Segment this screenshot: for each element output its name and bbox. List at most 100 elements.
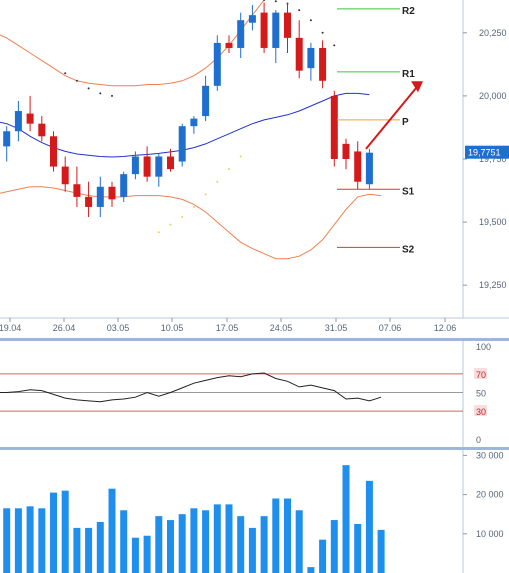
volume-bar — [365, 480, 373, 573]
volume-bar — [14, 508, 22, 573]
forecast-arrow — [365, 82, 421, 150]
sar-dot — [87, 87, 90, 90]
volume-bar — [237, 516, 245, 573]
candle-body — [260, 12, 268, 48]
volume-bar — [319, 539, 327, 573]
sar-dot — [298, 9, 301, 12]
sar-dot — [239, 155, 242, 158]
pivot-label: R1 — [402, 69, 415, 80]
candle-body — [307, 47, 315, 69]
panel-divider[interactable] — [0, 338, 509, 341]
volume-bar — [96, 522, 104, 573]
volume-bar — [26, 506, 34, 573]
volume-chart: 30 000 20 000 10 000 — [3, 450, 504, 573]
level-tag — [474, 405, 487, 417]
sar-dot — [274, 0, 277, 3]
volume-bar — [190, 508, 198, 573]
pivot-label: S1 — [402, 186, 415, 197]
x-tick-label: 12.06 — [434, 323, 457, 333]
bollinger-lower-line — [0, 186, 382, 260]
y-tick-label: 20,250 — [479, 28, 507, 38]
oscillator-line — [0, 372, 382, 403]
sar-dot — [169, 223, 172, 226]
y-tick-label: 30 — [476, 407, 486, 417]
y-tick-label: 19,500 — [479, 217, 507, 227]
forecast-arrow-head — [411, 81, 423, 93]
sar-dot — [216, 180, 219, 183]
volume-bar — [108, 488, 116, 573]
volume-bar — [354, 523, 362, 573]
candle-body — [225, 42, 233, 48]
sar-dot — [321, 31, 324, 34]
level-tag — [474, 367, 487, 379]
volume-bar — [377, 529, 385, 573]
volume-bar — [167, 520, 174, 573]
candle-body — [143, 156, 151, 177]
volume-bar — [61, 490, 69, 573]
volume-bar — [330, 520, 338, 573]
y-tick-label: 70 — [476, 370, 486, 380]
y-tick-label: 0 — [476, 435, 481, 445]
sar-dot — [75, 79, 78, 82]
candle-body — [330, 95, 338, 159]
volume-bar — [225, 504, 233, 573]
y-tick-label: 20,000 — [479, 91, 507, 101]
candle-body — [120, 174, 128, 197]
volume-bar — [155, 516, 163, 573]
volume-bar — [120, 510, 128, 573]
candle-body — [272, 12, 280, 48]
pivot-label: S2 — [402, 244, 415, 255]
volume-bar — [131, 537, 139, 573]
volume-bar — [85, 527, 93, 573]
candle-body — [190, 118, 198, 127]
candle-body — [38, 123, 46, 137]
sar-dot — [111, 94, 113, 97]
candle-body — [73, 184, 81, 197]
x-tick-label: 19.04 — [0, 323, 21, 333]
candle-body — [237, 20, 245, 48]
x-tick-label: 17.05 — [216, 323, 239, 333]
candle-body — [131, 156, 139, 175]
candle-body — [3, 131, 11, 147]
candle-body — [14, 111, 22, 132]
sar-dot — [157, 231, 160, 234]
volume-bar — [342, 465, 350, 573]
pivot-label: P — [402, 117, 409, 128]
pivot-label: R2 — [402, 6, 415, 17]
volume-bar — [202, 510, 210, 573]
sar-dot — [204, 193, 207, 196]
sar-dot — [309, 19, 312, 22]
candle-body — [295, 37, 303, 71]
volume-bar — [73, 527, 81, 573]
volume-bar — [284, 498, 291, 573]
volume-bar — [213, 504, 221, 573]
candle-body — [354, 151, 362, 182]
candle-body — [155, 156, 163, 177]
volume-bar — [272, 498, 280, 573]
x-tick-label: 10.05 — [161, 323, 184, 333]
volume-bar — [50, 492, 57, 573]
x-tick-label: 07.06 — [379, 323, 402, 333]
candle-body — [284, 12, 291, 38]
x-tick-label: 26.04 — [53, 323, 76, 333]
candle-body — [365, 152, 373, 185]
current-price-tag — [465, 145, 509, 159]
x-tick-label: 24.05 — [270, 323, 293, 333]
volume-bar — [38, 508, 46, 573]
volume-bar — [295, 510, 303, 573]
panel-divider[interactable] — [0, 447, 509, 450]
y-tick-label: 30 000 — [476, 450, 504, 460]
y-tick-label: 20 000 — [476, 490, 504, 500]
candle-body — [319, 47, 327, 81]
sar-dot — [333, 44, 336, 47]
sar-dot — [228, 168, 230, 171]
y-tick-label: 19,250 — [479, 280, 507, 290]
volume-bar — [307, 567, 315, 573]
y-tick-label: 100 — [476, 342, 491, 352]
volume-bar — [248, 527, 256, 573]
y-tick-label: 50 — [476, 389, 486, 399]
candle-body — [248, 15, 256, 23]
sar-dot — [64, 72, 67, 75]
candle-body — [342, 143, 350, 159]
